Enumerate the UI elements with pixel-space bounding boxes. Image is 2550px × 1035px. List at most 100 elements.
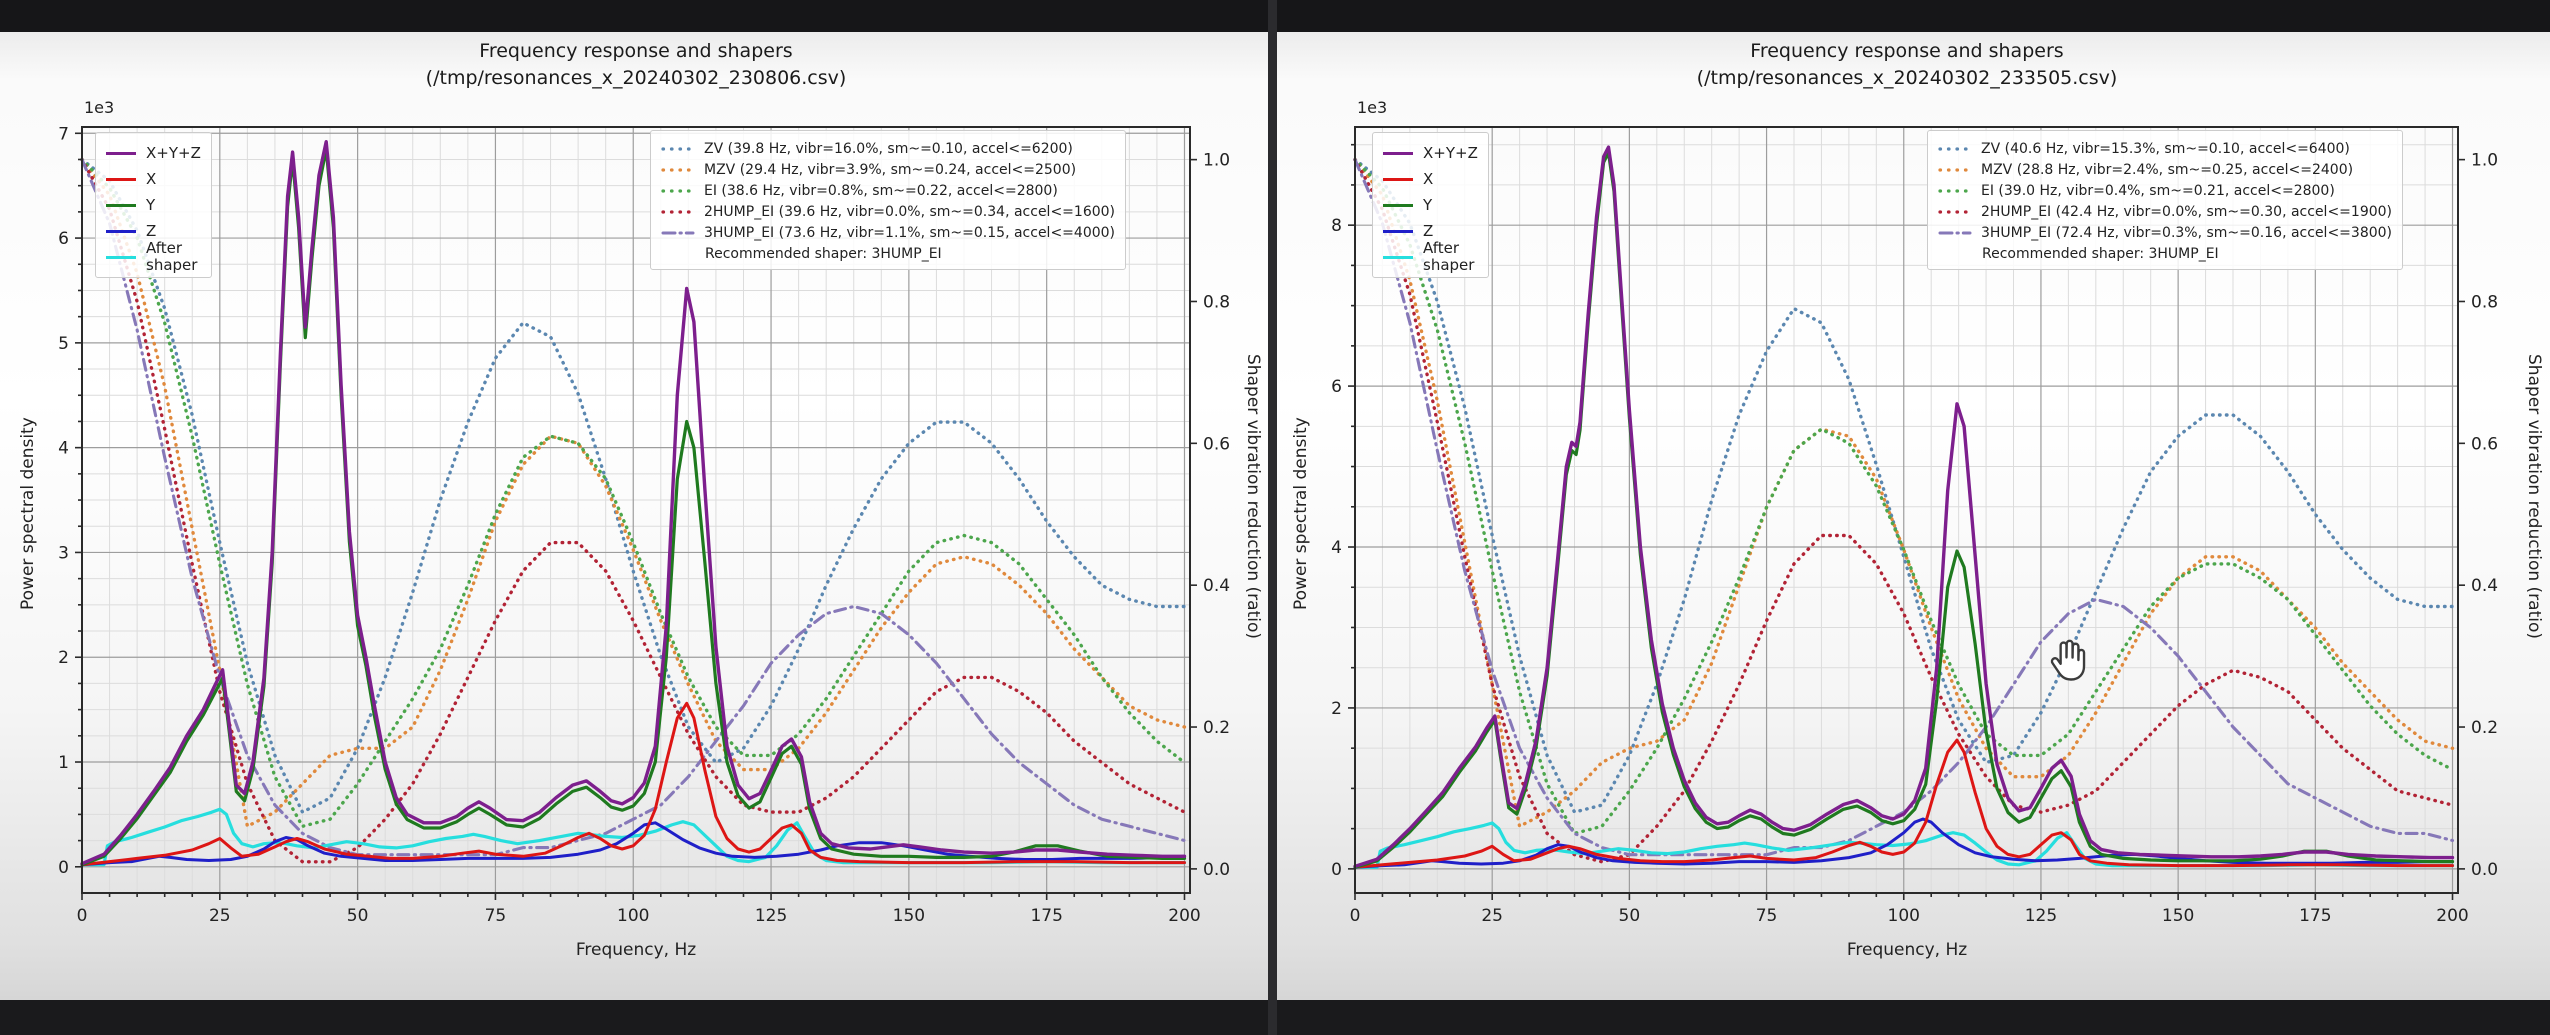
2hump_ei-shaper-curve	[1353, 157, 2455, 864]
x-tick-label: 125	[755, 906, 787, 926]
xyz-curve	[1353, 145, 2455, 869]
shaper-legend-item-ei: EI (38.6 Hz, vibr=0.8%, sm~=0.22, accel<…	[661, 180, 1115, 201]
x-tick-label: 150	[893, 906, 925, 926]
y-tick-label: 2	[58, 648, 69, 668]
2hump_ei-line-swatch	[661, 209, 695, 214]
legend-label: Z	[146, 221, 157, 240]
ei-shaper-curve	[80, 157, 1187, 828]
shaper-legend-item-2hump_ei: 2HUMP_EI (39.6 Hz, vibr=0.0%, sm~=0.34, …	[661, 201, 1115, 222]
after-line-swatch	[1383, 255, 1413, 259]
axes-frame	[1354, 126, 2459, 894]
shaper-legend: ZV (39.8 Hz, vibr=16.0%, sm~=0.10, accel…	[650, 130, 1126, 270]
shaper-legend-item-mzv: MZV (28.8 Hz, vibr=2.4%, sm~=0.25, accel…	[1938, 159, 2392, 180]
y2-tick-label: 0.6	[1203, 434, 1230, 454]
legend-label: X	[146, 169, 157, 188]
frequency-response-chart-right[interactable]: 0 25 50 75 100 125 150 175 200 0 2 4 6 8 0.0 0.2 0.4 0.6 0…	[1277, 32, 2550, 1000]
legend-item-after: After shaper	[106, 240, 201, 274]
chart-csv-path: (/tmp/resonances_x_20240302_230806.csv)	[425, 67, 847, 89]
y-tick-label: 1	[58, 753, 69, 773]
y2-tick-label: 0.8	[2471, 292, 2498, 312]
x-tick-label: 175	[1030, 906, 1062, 926]
legend-item-xyz: X+Y+Z	[106, 140, 201, 166]
x-tick-label: 200	[2436, 906, 2468, 926]
shaper-legend-label: ZV (39.8 Hz, vibr=16.0%, sm~=0.10, accel…	[704, 140, 1073, 157]
y-tick-label: 2	[1331, 699, 1342, 719]
x-tick-label: 125	[2025, 906, 2057, 926]
x-curve	[80, 701, 1186, 867]
z-line-swatch	[1383, 229, 1413, 233]
shaper-legend-item-3hump_ei: 3HUMP_EI (72.4 Hz, vibr=0.3%, sm~=0.16, …	[1938, 222, 2392, 243]
y2-tick-label: 1.0	[2471, 151, 2498, 171]
chart-title-line1: Frequency response and shapers	[479, 40, 793, 62]
x-curve	[1353, 738, 2454, 869]
shaper-legend-label: MZV (29.4 Hz, vibr=3.9%, sm~=0.24, accel…	[704, 161, 1077, 178]
tick-labels: 0 25 50 75 100 125 150 175 200 0 2 4 6 8 0.0 0.2 0.4 0.6 0…	[1331, 151, 2498, 926]
3hump_ei-line-swatch	[661, 231, 695, 234]
window-divider	[1268, 0, 1277, 1035]
legend-item-x: X	[1383, 166, 1478, 192]
x-tick-label: 150	[2162, 906, 2194, 926]
recommended-shaper-text: Recommended shaper: 3HUMP_EI	[1982, 246, 2219, 262]
y-tick-label: 4	[58, 439, 69, 459]
x-tick-label: 200	[1168, 906, 1200, 926]
y2-tick-label: 1.0	[1203, 151, 1230, 171]
plot-canvas[interactable]: 0 25 50 75 100 125 150 175 200 0 1 2 3 4 5 6 7 0.0 0.2 0.4 0…	[0, 32, 1268, 1000]
recommended-shaper-text: Recommended shaper: 3HUMP_EI	[705, 246, 942, 262]
axes-frame	[81, 126, 1191, 894]
y2-tick-label: 0.4	[1203, 576, 1230, 596]
frequency-response-chart-left[interactable]: 0 25 50 75 100 125 150 175 200 0 1 2 3 4 5 6 7 0.0 0.2 0.4 0…	[0, 32, 1268, 1000]
z-line-swatch	[106, 229, 136, 233]
x-line-swatch	[106, 177, 136, 181]
xyz-line-swatch	[106, 151, 136, 155]
legend-item-y: Y	[106, 192, 201, 218]
ei-shaper-curve	[1353, 157, 2455, 836]
shaper-legend-item-zv: ZV (40.6 Hz, vibr=15.3%, sm~=0.10, accel…	[1938, 138, 2392, 159]
tick-marks	[1348, 143, 2465, 900]
shaper-legend-label: 2HUMP_EI (39.6 Hz, vibr=0.0%, sm~=0.34, …	[704, 203, 1115, 220]
legend-label: X+Y+Z	[1423, 143, 1478, 162]
y2-tick-label: 0.0	[1203, 860, 1230, 880]
y-tick-label: 0	[58, 858, 69, 878]
shaper-legend-label: 2HUMP_EI (42.4 Hz, vibr=0.0%, sm~=0.30, …	[1981, 203, 2392, 220]
x-tick-label: 0	[77, 906, 88, 926]
x-tick-label: 75	[1756, 906, 1778, 926]
shaper-legend-item-mzv: MZV (29.4 Hz, vibr=3.9%, sm~=0.24, accel…	[661, 159, 1115, 180]
tick-marks	[75, 132, 1197, 900]
shaper-legend-item-ei: EI (39.0 Hz, vibr=0.4%, sm~=0.21, accel<…	[1938, 180, 2392, 201]
x-line-swatch	[1383, 177, 1413, 181]
shaper-legend: ZV (40.6 Hz, vibr=15.3%, sm~=0.10, accel…	[1927, 130, 2403, 270]
legend-label: Y	[1423, 195, 1433, 214]
y-tick-label: 3	[58, 543, 69, 563]
ei-line-swatch	[661, 188, 695, 193]
y-tick-label: 4	[1331, 538, 1342, 558]
x-tick-label: 175	[2299, 906, 2331, 926]
x-tick-label: 100	[1888, 906, 1920, 926]
shaper-legend-label: EI (38.6 Hz, vibr=0.8%, sm~=0.22, accel<…	[704, 182, 1058, 199]
chart-title-right: Frequency response and shapers (/tmp/res…	[1697, 38, 2118, 92]
mzv-line-swatch	[1938, 167, 1972, 172]
y2-tick-label: 0.8	[1203, 292, 1230, 312]
shaper-legend-label: EI (39.0 Hz, vibr=0.4%, sm~=0.21, accel<…	[1981, 182, 2335, 199]
y-axis-offset-label: 1e3	[1357, 98, 1387, 117]
x-tick-label: 0	[1350, 906, 1361, 926]
y-axis-label-psd: Power spectral density	[18, 417, 38, 610]
series-legend: X+Y+Z X Y Z After shaper	[1372, 132, 1489, 278]
x-tick-label: 50	[347, 906, 369, 926]
shaper-legend-label: 3HUMP_EI (73.6 Hz, vibr=1.1%, sm~=0.15, …	[704, 224, 1115, 241]
chart-title-line1: Frequency response and shapers	[1750, 40, 2064, 62]
2hump_ei-line-swatch	[1938, 209, 1972, 214]
y2-tick-label: 0.6	[2471, 434, 2498, 454]
3hump_ei-shaper-curve	[80, 158, 1187, 857]
x-tick-label: 75	[485, 906, 507, 926]
mzv-shaper-curve	[80, 157, 1187, 828]
xyz-line-swatch	[1383, 151, 1413, 155]
x-tick-label: 50	[1619, 906, 1641, 926]
chart-title-left: Frequency response and shapers (/tmp/res…	[426, 38, 847, 92]
x-axis-label: Frequency, Hz	[1846, 940, 1968, 960]
shaper-legend-label: MZV (28.8 Hz, vibr=2.4%, sm~=0.25, accel…	[1981, 161, 2354, 178]
y2-tick-label: 0.4	[2471, 576, 2498, 596]
y-tick-label: 0	[1331, 860, 1342, 880]
legend-label: After shaper	[1423, 239, 1475, 274]
ei-line-swatch	[1938, 188, 1972, 193]
